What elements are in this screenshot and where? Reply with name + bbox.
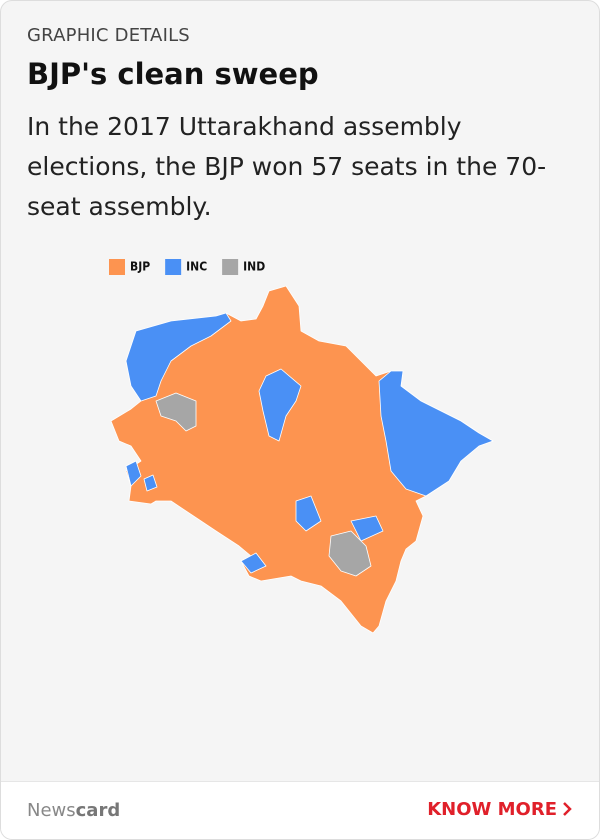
region-inc [143, 474, 158, 492]
brand-light: News [27, 800, 76, 821]
map: BJP INC IND [109, 259, 494, 634]
region-ind [155, 392, 197, 432]
chevron-icon [563, 802, 572, 816]
region-ind [328, 530, 372, 577]
legend: BJP INC IND [109, 259, 265, 275]
brand: Newscard [27, 800, 120, 821]
region-inc [258, 368, 302, 442]
region-inc [295, 495, 322, 532]
know-more-label: KNOW MORE [427, 799, 557, 820]
region-inc [350, 515, 384, 542]
brand-bold: card [75, 800, 121, 821]
region-inc [378, 370, 494, 497]
kicker: GRAPHIC DETAILS [27, 25, 190, 46]
region-inc [125, 312, 232, 402]
know-more-button[interactable]: KNOW MORE [427, 799, 573, 820]
legend-swatch [165, 259, 182, 275]
legend-label: INC [186, 260, 207, 274]
legend-label: BJP [130, 260, 150, 274]
body-text: In the 2017 Uttarakhand assembly electio… [27, 112, 547, 221]
footer: Newscard KNOW MORE [1, 781, 599, 839]
region-inc [240, 552, 267, 574]
legend-swatch [222, 259, 239, 275]
region-inc [125, 460, 142, 487]
headline: BJP's clean sweep [27, 57, 319, 91]
legend-swatch [109, 259, 125, 275]
legend-label: IND [243, 260, 265, 274]
